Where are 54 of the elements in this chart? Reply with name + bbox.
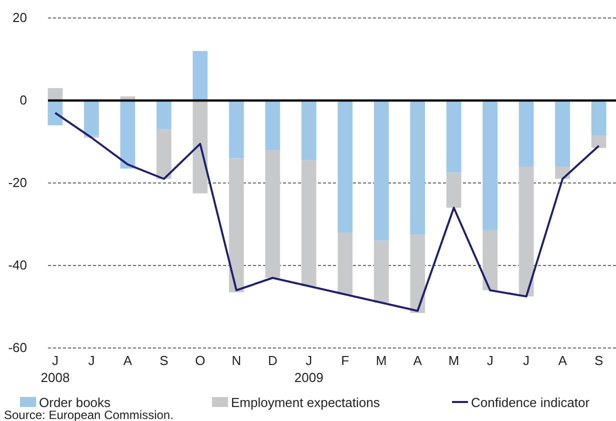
x-tick-label: M	[448, 353, 460, 368]
bar	[301, 160, 316, 286]
bar	[84, 100, 99, 136]
bar	[228, 100, 244, 158]
legend-label: Confidence indicator	[471, 395, 590, 410]
bar	[555, 100, 570, 166]
bar	[482, 100, 498, 230]
bar	[120, 100, 136, 169]
x-tick-label: N	[232, 353, 242, 368]
x-tick-label: J 2008	[40, 353, 70, 385]
bar	[482, 230, 498, 290]
bar	[338, 100, 353, 232]
bar	[156, 100, 172, 130]
line-series	[54, 112, 600, 312]
bar	[518, 166, 534, 296]
x-tick-label: J	[88, 353, 95, 368]
bar	[338, 232, 353, 294]
x-tick-label: J 2009	[294, 353, 324, 385]
bar	[591, 100, 606, 136]
y-tick-label: -40	[8, 258, 27, 273]
bar	[446, 100, 462, 173]
x-tick-label: O	[195, 353, 206, 368]
bar	[156, 129, 172, 179]
bar	[446, 172, 462, 208]
x-tick-label: A	[558, 353, 568, 368]
y-tick-label: -60	[8, 340, 27, 356]
legend-label: Order books	[39, 395, 112, 410]
x-tick-label: A	[123, 353, 132, 368]
bar	[374, 100, 389, 241]
bar	[48, 100, 63, 126]
bar	[265, 100, 280, 150]
bar	[192, 100, 208, 194]
bar	[48, 88, 63, 100]
bar	[374, 240, 389, 303]
x-tick-label: F	[341, 353, 350, 368]
x-tick-label: A	[413, 353, 422, 368]
x-tick-label: J	[523, 353, 530, 368]
bar	[301, 100, 316, 160]
bar	[591, 136, 606, 148]
y-tick-label: 0	[20, 92, 27, 108]
bar	[265, 150, 280, 278]
x-tick-label: S	[594, 353, 604, 368]
bar	[410, 100, 426, 235]
y-tick-label: -20	[8, 175, 27, 190]
legend-label: Employment expectations	[231, 395, 380, 410]
x-tick-label: S	[160, 353, 169, 368]
bar	[518, 100, 534, 166]
bar	[228, 158, 244, 292]
x-tick-label: J	[486, 353, 494, 368]
bar	[192, 51, 208, 100]
x-tick-label: D	[268, 353, 278, 368]
y-tick-label: 20	[12, 10, 27, 26]
x-tick-label: M	[376, 353, 387, 368]
bar	[410, 234, 426, 313]
